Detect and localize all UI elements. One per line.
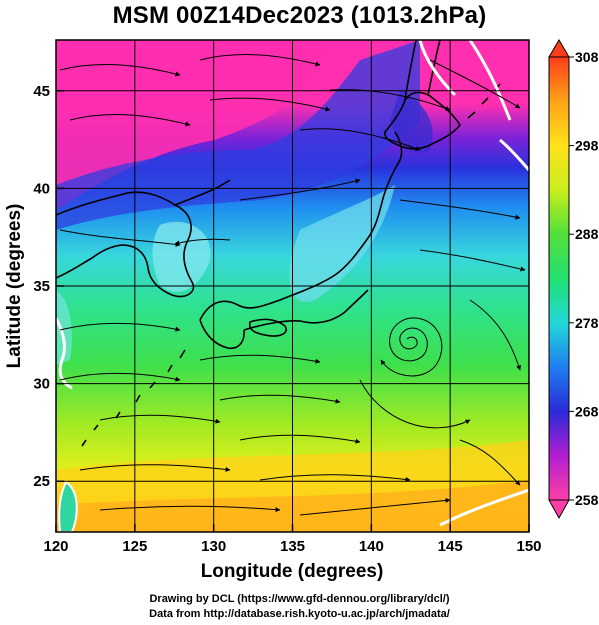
x-axis-ticks: 120 125 130 135 140 145 150 — [43, 524, 542, 555]
credit-drawing: Drawing by DCL (https://www.gfd-dennou.o… — [149, 593, 450, 605]
x-axis-title: Longitude (degrees) — [201, 561, 384, 582]
colorbar-min-arrow — [548, 499, 570, 520]
colorbar-tick-label: 268 — [575, 403, 599, 419]
wind-streamlines — [59, 54, 526, 516]
y-tick-label: 35 — [33, 278, 50, 295]
y-tick-label: 25 — [33, 473, 50, 490]
x-tick-label: 125 — [122, 538, 147, 555]
colorbar-tick-label: 308 — [575, 49, 599, 65]
y-axis-title: Latitude (degrees) — [4, 204, 25, 369]
x-tick-label: 150 — [516, 538, 541, 555]
coastlines — [56, 40, 501, 447]
map-title: MSM 00Z14Dec2023 (1013.2hPa) — [112, 2, 487, 29]
x-tick-label: 120 — [43, 538, 68, 555]
x-tick-label: 130 — [201, 538, 226, 555]
y-axis-ticks: 25 30 35 40 45 — [33, 83, 64, 490]
credit-data: Data from http://database.rish.kyoto-u.a… — [149, 608, 450, 620]
freezing-lines — [56, 40, 529, 527]
colorbar-tick-label: 258 — [575, 492, 599, 508]
y-tick-label: 30 — [33, 376, 50, 393]
colorbar-tick-label: 278 — [575, 315, 599, 331]
colorbar-max-arrow — [548, 39, 570, 58]
colorbar: 258 268 278 288 298 308 — [548, 39, 599, 520]
x-tick-label: 135 — [280, 538, 305, 555]
colorbar-scale — [548, 56, 570, 501]
y-tick-label: 40 — [33, 180, 50, 197]
x-tick-label: 145 — [438, 538, 463, 555]
y-tick-label: 45 — [33, 83, 50, 100]
colorbar-ticks: 258 268 278 288 298 308 — [569, 49, 599, 508]
colorbar-tick-label: 298 — [575, 138, 599, 154]
colorbar-tick-label: 288 — [575, 226, 599, 242]
x-tick-label: 140 — [359, 538, 384, 555]
lat-lon-grid — [56, 40, 529, 532]
